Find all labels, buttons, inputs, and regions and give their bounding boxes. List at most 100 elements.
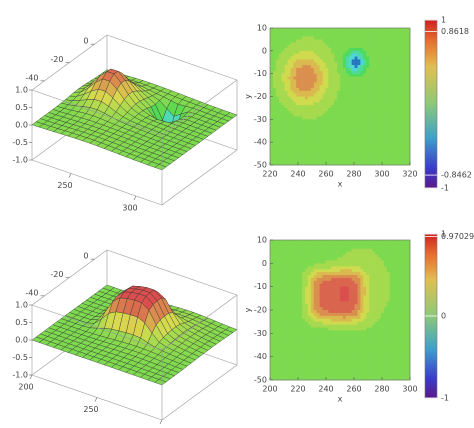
- contour-cell: [337, 82, 341, 86]
- contour-cell: [313, 90, 317, 94]
- contour-cell: [357, 142, 361, 146]
- contour-cell: [322, 248, 326, 252]
- contour-cell: [316, 315, 320, 320]
- contour-cell: [293, 125, 297, 129]
- contour-cell: [386, 59, 390, 63]
- contour-cell: [404, 139, 408, 143]
- contour-cell: [287, 359, 291, 363]
- contour-cell: [372, 107, 376, 112]
- contour-cell: [360, 356, 364, 360]
- contour-cell: [357, 362, 361, 366]
- contour-cell: [284, 339, 288, 343]
- contour-cell: [354, 67, 358, 72]
- contour-cell: [334, 122, 338, 126]
- contour-cell: [369, 260, 373, 264]
- contour-cell: [369, 368, 373, 372]
- contour-cell: [302, 324, 306, 328]
- contour-cell: [322, 70, 326, 74]
- contour-cell: [270, 133, 274, 137]
- contour-cell: [363, 116, 367, 120]
- contour-cell: [407, 136, 411, 140]
- contour-cell: [296, 116, 300, 120]
- contour-cell: [383, 45, 387, 49]
- contour-cell: [287, 105, 291, 109]
- contour-cell: [290, 272, 294, 276]
- contour-cell: [331, 73, 335, 77]
- contour-cell: [278, 122, 282, 126]
- contour-cell: [383, 139, 387, 143]
- contour-cell: [302, 315, 306, 320]
- contour-cell: [307, 280, 312, 285]
- contour-cell: [299, 156, 303, 160]
- contour-cell: [334, 127, 338, 132]
- contour-cell: [404, 162, 408, 166]
- contour-cell: [299, 59, 303, 63]
- contour-cell: [383, 90, 387, 94]
- contour-cell: [293, 304, 297, 308]
- contour-cell: [348, 336, 352, 340]
- contour-cell: [395, 150, 399, 154]
- contour-cell: [351, 283, 355, 287]
- contour-cell: [287, 240, 291, 244]
- contour-cell: [305, 59, 309, 63]
- contour-cell: [302, 107, 306, 112]
- contour-cell: [307, 125, 312, 129]
- contour-cell: [369, 345, 373, 349]
- contour-cell: [337, 368, 341, 372]
- contour-cell: [307, 47, 312, 52]
- contour-cell: [383, 127, 387, 132]
- contour-cell: [270, 342, 274, 346]
- contour-cell: [275, 315, 280, 320]
- contour-cell: [395, 39, 399, 43]
- contour-cell: [340, 73, 344, 77]
- contour-cell: [386, 292, 390, 296]
- contour-cell: [281, 28, 285, 32]
- contour-cell: [377, 310, 382, 314]
- contour-cell: [299, 304, 303, 308]
- contour-cell: [366, 371, 370, 375]
- contour-cell: [372, 50, 376, 54]
- contour-cell: [404, 93, 408, 97]
- contour-cell: [354, 324, 358, 328]
- contour-cell: [357, 153, 361, 157]
- contour-cell: [290, 310, 294, 314]
- contour-cell: [281, 312, 285, 317]
- contour-cell: [357, 315, 361, 320]
- contour-cell: [351, 310, 355, 314]
- contour-cell: [383, 275, 387, 279]
- contour-cell: [278, 359, 282, 363]
- contour-cell: [340, 353, 344, 357]
- contour-cell: [377, 318, 382, 322]
- contour-cell: [337, 50, 341, 54]
- contour-cell: [334, 283, 338, 287]
- contour-cell: [337, 47, 341, 52]
- contour-cell: [377, 136, 382, 140]
- contour-cell: [345, 272, 350, 276]
- contour-cell: [313, 342, 317, 346]
- contour-cell: [354, 377, 358, 381]
- contour-cell: [354, 127, 358, 132]
- contour-cell: [375, 39, 379, 43]
- contour-cell: [357, 365, 361, 369]
- contour-cell: [270, 85, 274, 89]
- contour-cell: [290, 333, 294, 337]
- contour-cell: [305, 327, 309, 331]
- contour-cell: [363, 73, 367, 77]
- contour-cell: [310, 339, 315, 343]
- contour-cell: [366, 30, 370, 35]
- contour-cell: [386, 90, 390, 94]
- contour-cell: [270, 356, 274, 360]
- contour-cell: [299, 87, 303, 92]
- contour-cell: [281, 113, 285, 117]
- contour-cell: [383, 99, 387, 103]
- contour-cell: [307, 377, 312, 381]
- contour-cell: [275, 242, 280, 247]
- contour-cell: [354, 130, 358, 134]
- contour-cell: [281, 257, 285, 261]
- contour-cell: [354, 310, 358, 314]
- contour-cell: [322, 142, 326, 146]
- contour-cell: [270, 33, 274, 37]
- contour-cell: [360, 127, 364, 132]
- contour-cell: [325, 127, 329, 132]
- contour-cell: [375, 377, 379, 381]
